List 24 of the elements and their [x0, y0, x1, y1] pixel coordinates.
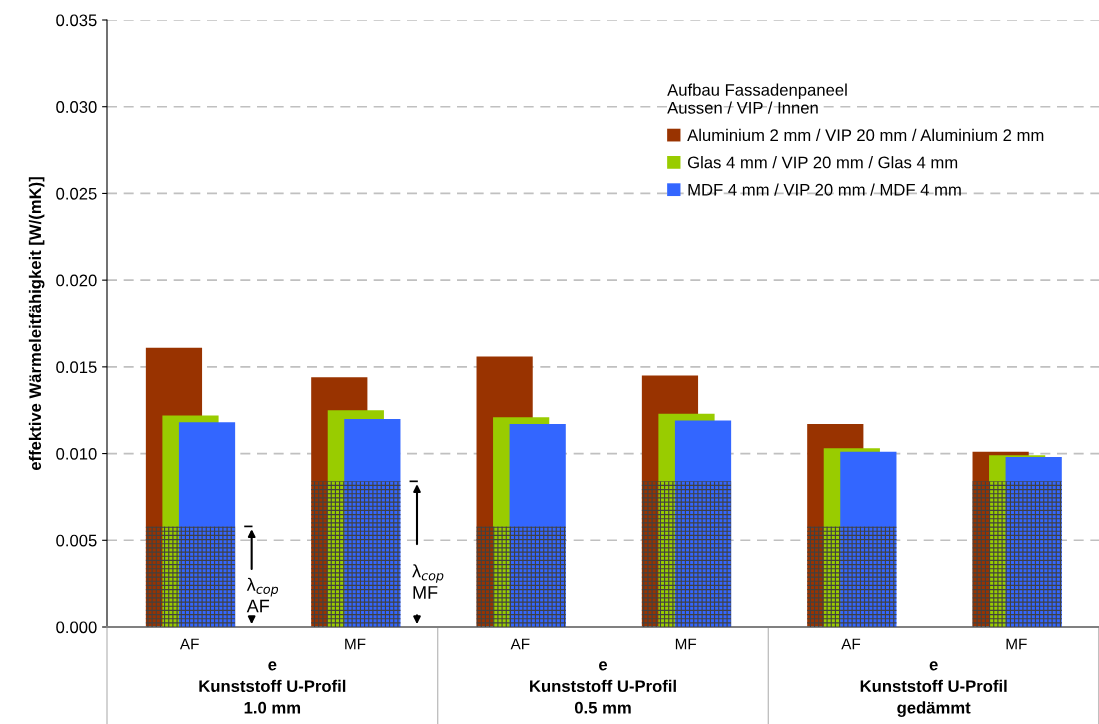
- text: e Kunststoff U-Profil gedämmt: [860, 661, 1007, 717]
- x-tick-label: AF: [841, 638, 861, 650]
- y-tick-label: 0.005: [56, 534, 97, 547]
- legend-label: Glas 4 mm / VIP 20 mm / Glas 4 mm: [687, 156, 958, 169]
- legend-label: Aluminium 2 mm / VIP 20 mm / Aluminium 2 mm: [687, 128, 1044, 142]
- legend-label: MDF 4 mm / VIP 20 mm / MDF 4 mm: [688, 183, 961, 196]
- annotation: λ$_{cop}$ MF: [412, 564, 444, 599]
- y-tick-label: 0.015: [56, 361, 97, 374]
- y-tick-label: 0.010: [56, 447, 97, 460]
- text: e Kunststoff U-Profil 0.5 mm: [530, 661, 676, 714]
- y-tick-label: 0.000: [56, 621, 97, 634]
- y-tick-label: 0.030: [56, 101, 97, 113]
- legend-title: Aufbau Fassadenpaneel Aussen / VIP / Innen: [667, 83, 847, 114]
- y-axis-title: effektive Wärmeleitfähigkeit [W/(mK)]: [28, 177, 45, 471]
- annotation: λ$_{cop}$ AF: [246, 577, 279, 613]
- x-tick-label: MF: [1006, 638, 1027, 650]
- y-tick-label: 0.020: [56, 274, 97, 287]
- y-tick-label: 0.025: [56, 187, 97, 200]
- text: e Kunststoff U-Profil 1.0 mm: [199, 661, 346, 714]
- x-tick-label: MF: [345, 638, 366, 650]
- x-tick-label: MF: [675, 638, 697, 650]
- y-tick-label: 0.035: [56, 14, 97, 27]
- x-tick-label: AF: [510, 638, 530, 650]
- x-tick-label: AF: [179, 638, 199, 650]
